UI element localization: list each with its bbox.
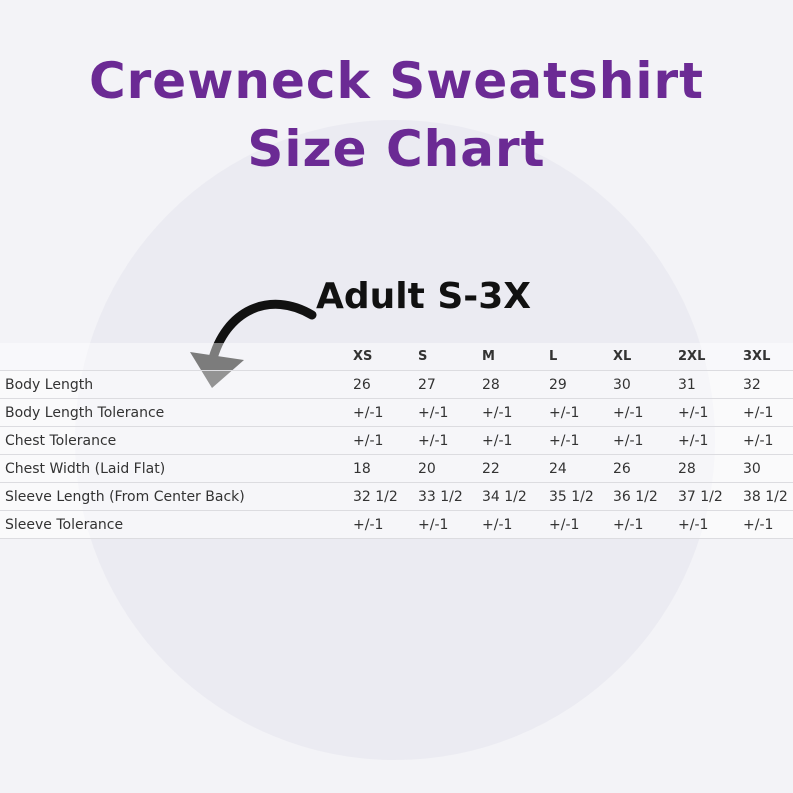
cell-value: 27 [418,377,436,393]
cell-value: +/-1 [743,517,774,533]
cell-value: +/-1 [678,433,709,449]
column-header: M [482,349,495,364]
cell-value: 31 [678,377,696,393]
cell-value: +/-1 [678,405,709,421]
title: Size Chart [247,120,546,178]
column-header: XL [613,349,632,364]
table-row: Chest Tolerance +/-1 +/-1 +/-1 +/-1 +/-1 +/-1 +… [0,427,793,455]
cell-value: 29 [549,377,567,393]
cell-value: 33 1/2 [418,489,463,505]
row-label: Body Length Tolerance [5,405,165,421]
cell-value: +/-1 [743,405,774,421]
cell-value: +/-1 [549,517,580,533]
table-row: Sleeve Length (From Center Back) 32 1/2 33… [0,483,793,511]
cell-value: +/-1 [418,517,449,533]
row-label: Chest Width (Laid Flat) [5,461,166,477]
cell-value: 20 [418,461,436,477]
cell-value: 30 [743,461,761,477]
cell-value: +/-1 [549,433,580,449]
cell-value: +/-1 [613,517,644,533]
cell-value: +/-1 [482,405,513,421]
cell-value: +/-1 [353,433,384,449]
cell-value: 28 [482,377,500,393]
cell-value: +/-1 [353,517,384,533]
column-header: S [418,349,428,364]
cell-value: +/-1 [418,405,449,421]
cell-value: 28 [678,461,696,477]
row-label: Body Length [5,377,94,393]
column-header: 2XL [678,349,706,364]
column-header: XS [353,349,373,364]
cell-value: 35 1/2 [549,489,594,505]
cell-value: 30 [613,377,631,393]
cell-value: +/-1 [613,405,644,421]
arrow-shaft [207,299,317,367]
cell-value: 36 1/2 [613,489,658,505]
cell-value: 26 [613,461,631,477]
cell-value: +/-1 [353,405,384,421]
row-label: Sleeve Length (From Center Back) [5,489,245,505]
table-row: Body Length Tolerance +/-1 +/-1 +/-1 +/-1 +/-… [0,399,793,427]
cell-value: 18 [353,461,371,477]
cell-value: 22 [482,461,500,477]
column-header: L [549,349,558,364]
cell-value: 38 1/2 [743,489,788,505]
header-row: XS S M L XL 2XL 3XL [0,343,793,371]
cell-value: 32 [743,377,761,393]
cell-value: 24 [549,461,567,477]
cell-value: +/-1 [678,517,709,533]
title: Crewneck Sweatshirt [88,52,705,110]
row-label: Sleeve Tolerance [5,517,124,533]
cell-value: +/-1 [743,433,774,449]
cell-value: 37 1/2 [678,489,723,505]
column-header: 3XL [743,349,771,364]
cell-value: +/-1 [613,433,644,449]
cell-value: +/-1 [549,405,580,421]
cell-value: 34 1/2 [482,489,527,505]
cell-value: 26 [353,377,371,393]
cell-value: +/-1 [482,517,513,533]
table-row: Chest Width (Laid Flat) 18 20 22 24 26 28 30 [0,455,793,483]
cell-value: +/-1 [418,433,449,449]
subtitle: Adult S-3X [316,276,532,317]
cell-value: +/-1 [482,433,513,449]
table-row: Sleeve Tolerance +/-1 +/-1 +/-1 +/-1 +/-1 +/-1… [0,511,793,539]
row-label: Chest Tolerance [5,433,117,449]
table-row: Body Length 26 27 28 29 30 31 32 [0,371,793,399]
size-table: XS S M L XL 2XL 3XL Body Length 26 27 28 29 30 31 32 Bo… [0,343,793,539]
cell-value: 32 1/2 [353,489,398,505]
